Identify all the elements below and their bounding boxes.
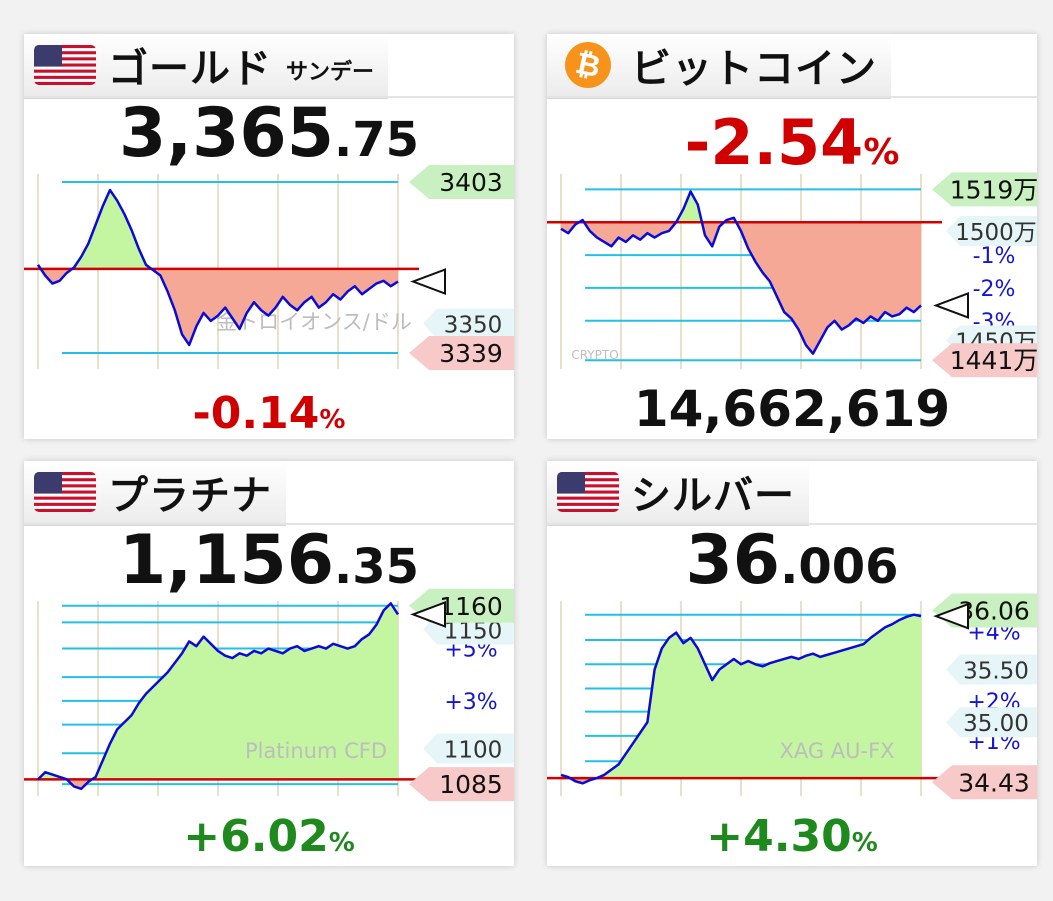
silver-price-dec: .006 bbox=[780, 539, 899, 595]
gold-change-unit: % bbox=[319, 405, 346, 435]
percent-label: -1% bbox=[973, 244, 1016, 269]
chart-watermark: CRYPTO bbox=[571, 348, 618, 362]
tick-label: 1150 bbox=[444, 619, 503, 645]
tick-label: 35.50 bbox=[963, 659, 1029, 685]
percent-label: -2% bbox=[973, 277, 1016, 302]
tick-label: 1500万 bbox=[955, 220, 1037, 246]
platinum-change-num: +6.02 bbox=[183, 811, 329, 862]
tab-divider bbox=[547, 96, 1037, 98]
tick-label: 1100 bbox=[444, 737, 503, 763]
low-label: 1085 bbox=[439, 770, 503, 799]
silver-price: 36.006 bbox=[547, 527, 1037, 595]
high-label-box bbox=[932, 172, 1037, 207]
platinum-price-int: 1,156 bbox=[118, 521, 335, 600]
gold-change-num: -0.14 bbox=[192, 388, 320, 439]
price-line bbox=[560, 190, 922, 355]
us-flag-icon bbox=[557, 472, 619, 512]
low-label-box bbox=[932, 343, 1037, 378]
platinum-change-unit: % bbox=[328, 828, 355, 858]
btc-panel[interactable]: ₿ ビットコイン -2.54% CRYPTO -1% -2% -3% 1500万 1450… bbox=[547, 34, 1037, 439]
tick-label-box bbox=[946, 707, 1037, 738]
current-price-marker bbox=[933, 292, 969, 319]
gold-title: ゴールド bbox=[108, 46, 272, 92]
tick-label: 35.00 bbox=[963, 711, 1029, 737]
tick-label-box bbox=[423, 733, 514, 764]
low-label: 34.43 bbox=[958, 768, 1030, 797]
gold-price: 3,365.75 bbox=[24, 100, 514, 168]
btc-change-unit: % bbox=[863, 132, 900, 173]
btc-change-num: -2.54 bbox=[684, 106, 864, 179]
gold-price-dec: .75 bbox=[334, 112, 420, 168]
silver-tab: シルバー bbox=[547, 461, 809, 526]
gold-subtitle: サンデー bbox=[286, 60, 375, 85]
gold-tab: ゴールド サンデー bbox=[24, 34, 389, 99]
tick-label-box bbox=[946, 654, 1037, 685]
platinum-change: +6.02% bbox=[24, 815, 514, 859]
high-label: 3403 bbox=[439, 168, 503, 197]
low-label: 3339 bbox=[439, 339, 503, 368]
high-label: 36.06 bbox=[958, 596, 1030, 625]
high-label: 1160 bbox=[439, 592, 503, 621]
chart-watermark: Platinum CFD bbox=[245, 739, 387, 763]
price-line bbox=[560, 613, 922, 785]
us-flag-icon bbox=[34, 45, 96, 85]
low-label-box bbox=[409, 335, 514, 370]
silver-change-unit: % bbox=[851, 828, 878, 858]
btc-title: ビットコイン bbox=[631, 46, 877, 92]
silver-panel[interactable]: シルバー 36.006 XAG AU-FX +4% +2% +1% 35.50 35.00… bbox=[547, 461, 1037, 866]
silver-price-int: 36 bbox=[685, 521, 781, 600]
chart-watermark: 金トロイオンス/ドル bbox=[216, 310, 412, 334]
current-price-marker bbox=[410, 268, 446, 295]
tab-divider bbox=[24, 96, 514, 98]
tick-label-box bbox=[423, 308, 514, 339]
silver-change: +4.30% bbox=[547, 815, 1037, 859]
gold-price-int: 3,365 bbox=[118, 94, 335, 173]
platinum-panel[interactable]: プラチナ 1,156.35 Platinum CFD +5% +3% 1150 1100… bbox=[24, 461, 514, 866]
tab-divider bbox=[547, 523, 1037, 525]
gold-change: -0.14% bbox=[24, 392, 514, 436]
btc-change: -2.54% bbox=[547, 112, 1037, 174]
price-line bbox=[36, 188, 399, 347]
tick-label: 3350 bbox=[444, 313, 503, 339]
loss-area bbox=[561, 222, 921, 354]
low-label: 1441万 bbox=[950, 346, 1037, 375]
price-line bbox=[37, 602, 400, 791]
current-price-marker bbox=[933, 602, 969, 630]
high-label-box bbox=[409, 165, 514, 200]
gold-panel[interactable]: ゴールド サンデー 3,365.75 金トロイオンス/ドル-1%33503403… bbox=[24, 34, 514, 439]
platinum-title: プラチナ bbox=[108, 473, 272, 519]
low-label-box bbox=[932, 765, 1037, 800]
loss-area bbox=[38, 268, 398, 345]
btc-price: 14,662,619 bbox=[633, 380, 951, 438]
btc-tab: ₿ ビットコイン bbox=[547, 34, 891, 99]
platinum-price: 1,156.35 bbox=[24, 527, 514, 595]
silver-change-num: +4.30 bbox=[706, 811, 852, 862]
low-label-box bbox=[409, 767, 514, 802]
tab-divider bbox=[24, 523, 514, 525]
current-price-marker bbox=[410, 600, 446, 628]
percent-label: +3% bbox=[444, 690, 497, 715]
gain-area bbox=[38, 603, 398, 780]
us-flag-icon bbox=[34, 472, 96, 512]
platinum-price-dec: .35 bbox=[334, 539, 420, 595]
chart-watermark: XAG AU-FX bbox=[779, 739, 894, 763]
tick-label-box bbox=[946, 215, 1037, 246]
silver-title: シルバー bbox=[631, 473, 795, 519]
platinum-tab: プラチナ bbox=[24, 461, 286, 526]
high-label: 1519万 bbox=[950, 175, 1037, 204]
gain-area bbox=[561, 614, 921, 779]
bitcoin-icon: ₿ bbox=[565, 42, 611, 88]
